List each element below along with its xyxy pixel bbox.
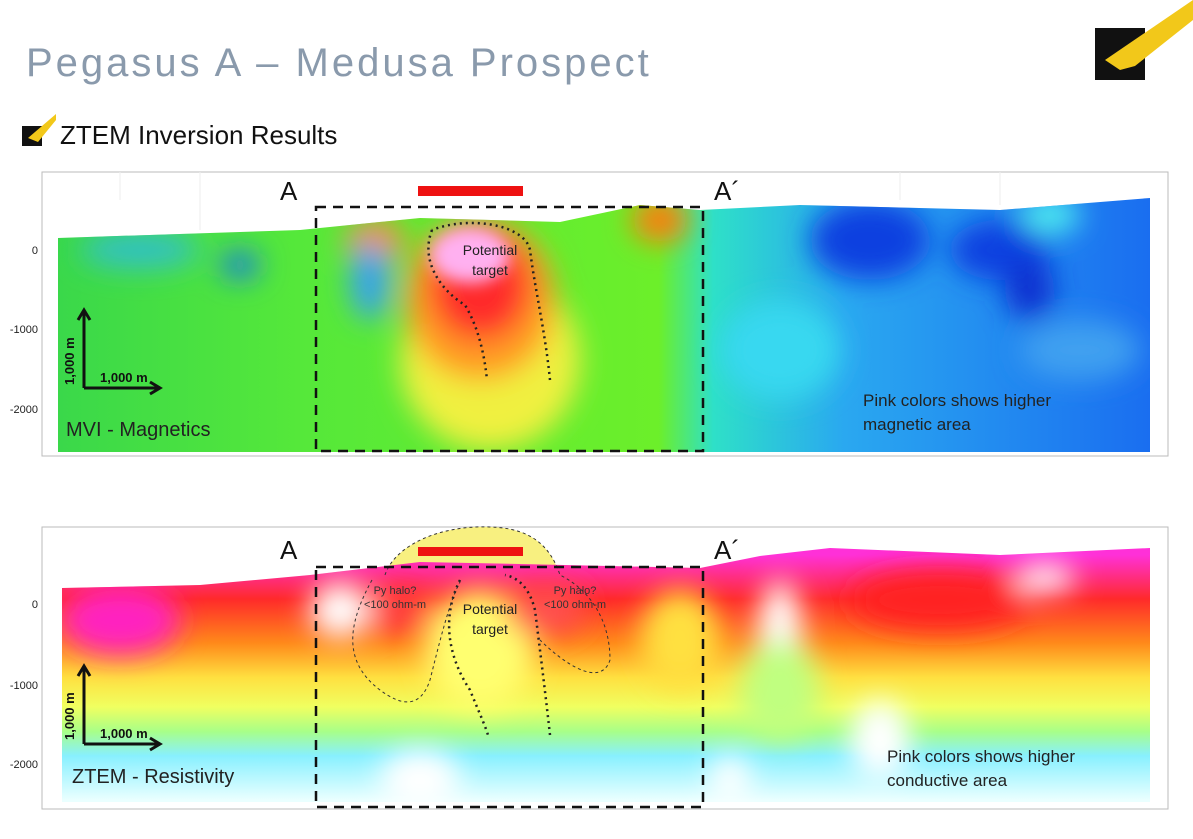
section-box xyxy=(314,205,705,453)
halo-label: Py halo? xyxy=(374,585,417,597)
section-start: A xyxy=(280,535,298,565)
vertical-scale: 1,000 m xyxy=(62,337,77,385)
scale-bar: 1,000 m 1,000 m xyxy=(62,307,163,396)
halo-label: <100 ohm-m xyxy=(544,599,606,611)
logo xyxy=(1095,0,1193,80)
target-label: Potential xyxy=(463,601,517,617)
depth-label: -2000 xyxy=(10,759,38,771)
horizontal-scale: 1,000 m xyxy=(100,370,148,385)
target-label: target xyxy=(472,621,508,637)
depth-label: 0 xyxy=(32,599,38,611)
note: Pink colors shows higher xyxy=(863,391,1051,410)
depth-label: 0 xyxy=(32,245,38,257)
halo-label: <100 ohm-m xyxy=(364,599,426,611)
note: Pink colors shows higher xyxy=(887,747,1075,766)
depth-label: -1000 xyxy=(10,324,38,336)
section-start: A xyxy=(280,176,298,206)
target-outline xyxy=(447,573,552,736)
target-label: target xyxy=(472,262,508,278)
section-title: ZTEM Inversion Results xyxy=(60,120,337,150)
magnetics-panel: A A´ 0 -1000 -2000 Potential target 1,00… xyxy=(10,171,1169,457)
target-bar xyxy=(418,547,523,556)
vertical-scale: 1,000 m xyxy=(62,692,77,740)
horizontal-scale: 1,000 m xyxy=(100,726,148,741)
section-end: A´ xyxy=(714,535,740,565)
section-end: A´ xyxy=(714,176,740,206)
grid-lines xyxy=(119,172,1001,230)
method-label: MVI - Magnetics xyxy=(66,419,210,441)
note: conductive area xyxy=(887,771,1008,790)
halo-label: Py halo? xyxy=(554,585,597,597)
resistivity-panel: A A´ 0 -1000 -2000 Py halo? <100 ohm-m P… xyxy=(10,526,1169,810)
halo-outline xyxy=(352,579,461,703)
method-label: ZTEM - Resistivity xyxy=(72,766,234,788)
bullet-icon xyxy=(22,114,56,146)
target-bar xyxy=(418,186,523,196)
depth-label: -1000 xyxy=(10,680,38,692)
target-outline xyxy=(427,221,552,381)
target-label: Potential xyxy=(463,242,517,258)
section-box xyxy=(314,565,705,809)
scale-bar: 1,000 m 1,000 m xyxy=(62,663,163,752)
note: magnetic area xyxy=(863,415,971,434)
slide-title: Pegasus A – Medusa Prospect xyxy=(26,41,652,85)
depth-label: -2000 xyxy=(10,404,38,416)
